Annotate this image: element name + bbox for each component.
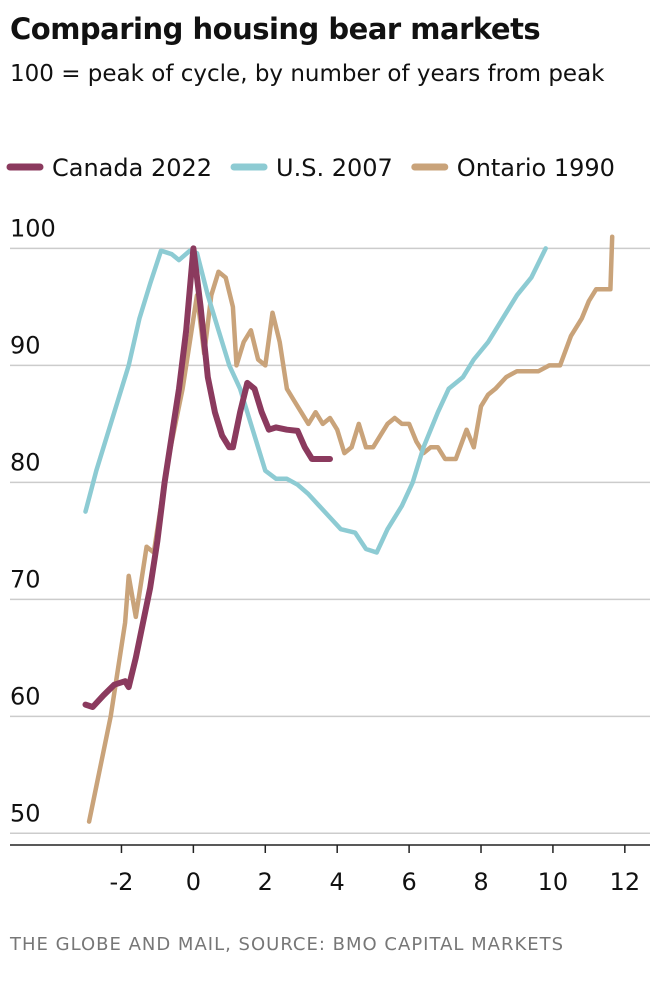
chart-subtitle: 100 = peak of cycle, by number of years … — [10, 61, 605, 87]
x-tick-label: 0 — [186, 868, 201, 896]
x-tick-label: 2 — [258, 868, 273, 896]
x-tick-label: 12 — [610, 868, 641, 896]
chart-title: Comparing housing bear markets — [10, 12, 541, 46]
legend-label: Canada 2022 — [52, 154, 212, 182]
y-tick-label: 60 — [10, 682, 41, 710]
series-line — [82, 245, 333, 710]
y-tick-label: 80 — [10, 448, 41, 476]
x-tick-label: 6 — [401, 868, 416, 896]
x-tick-label: 10 — [538, 868, 569, 896]
x-tick-label: -2 — [109, 868, 133, 896]
x-tick-label: 4 — [330, 868, 345, 896]
series-line — [86, 234, 615, 824]
source-note: THE GLOBE AND MAIL, SOURCE: BMO CAPITAL … — [10, 934, 565, 955]
y-tick-label: 100 — [10, 214, 56, 242]
y-tick-label: 90 — [10, 331, 41, 359]
y-tick-label: 50 — [10, 799, 41, 827]
legend-label: U.S. 2007 — [276, 154, 393, 182]
series-line — [83, 246, 548, 555]
y-tick-label: 70 — [10, 565, 41, 593]
x-tick-label: 8 — [473, 868, 488, 896]
legend-label: Ontario 1990 — [457, 154, 615, 182]
